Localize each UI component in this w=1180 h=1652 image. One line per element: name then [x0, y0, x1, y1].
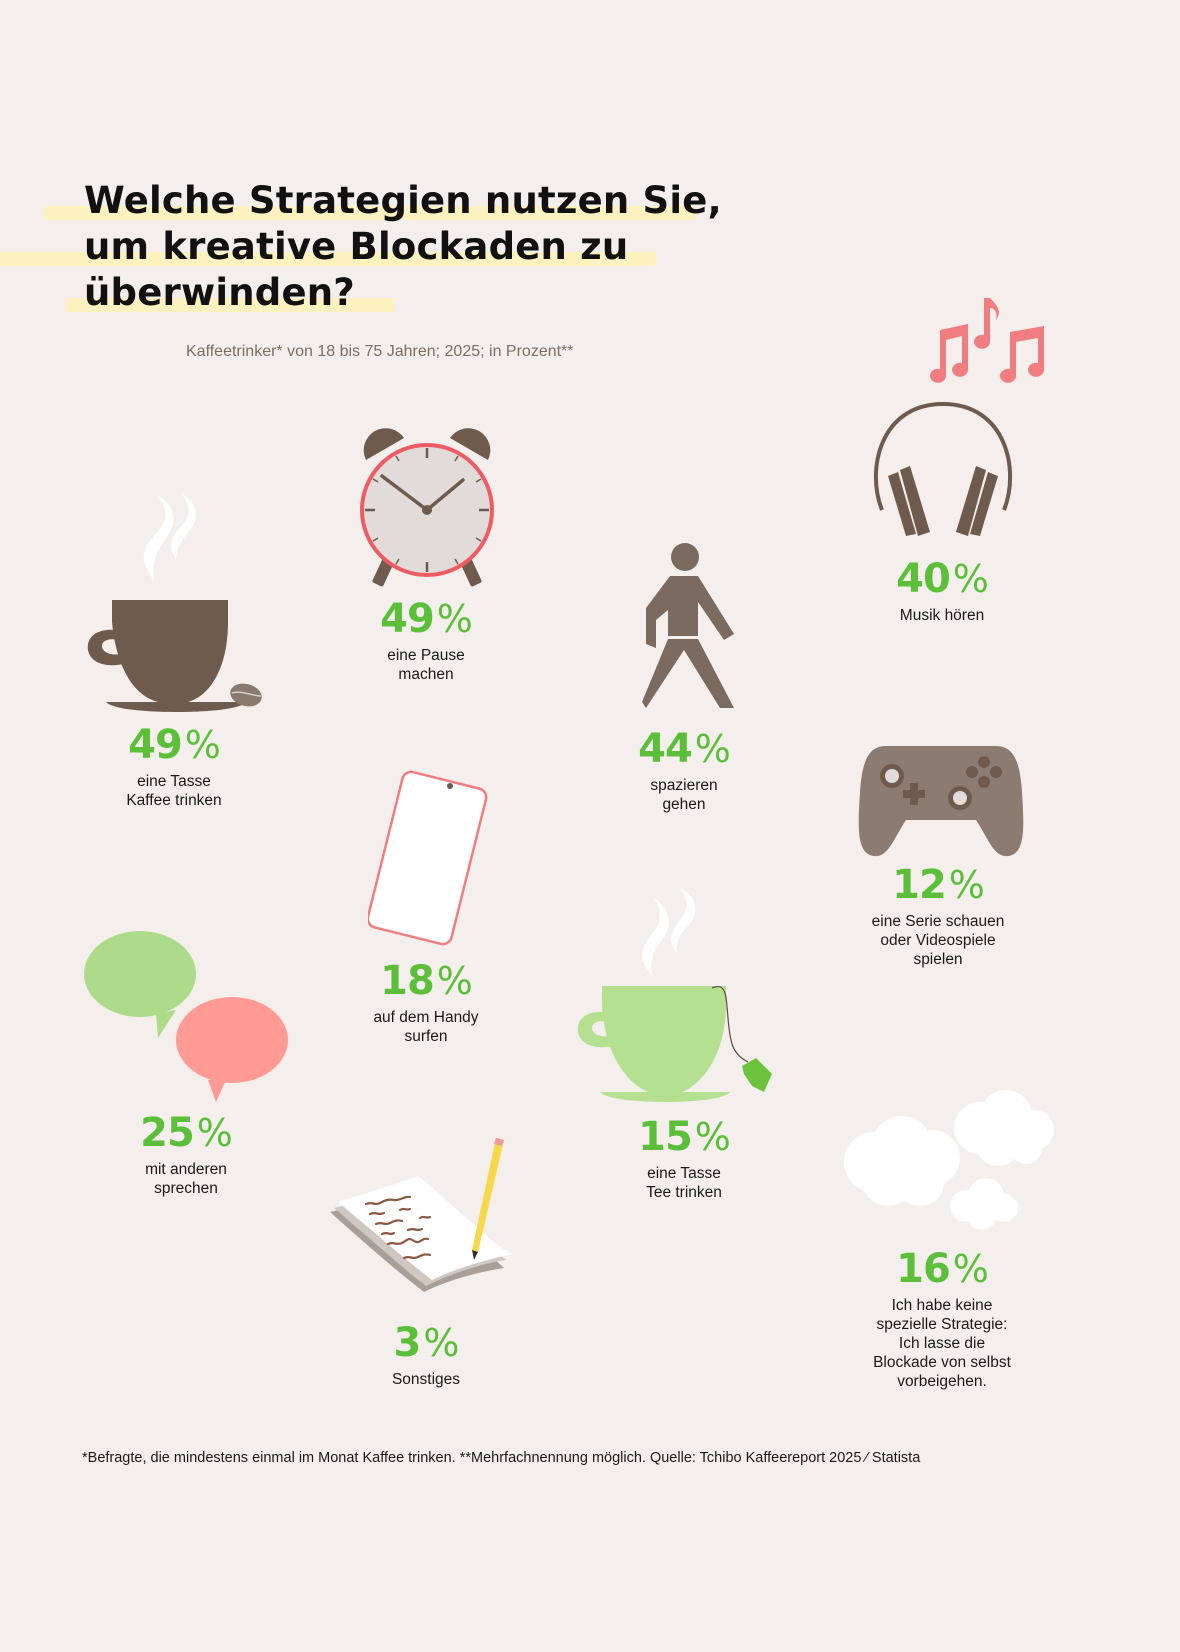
stat-label: Sonstiges	[391, 1371, 461, 1388]
stat-value: 16%	[896, 1246, 989, 1292]
stat-talk: 25% mit anderen sprechen	[76, 1110, 296, 1198]
stat-music: 40% Musik hören	[832, 556, 1052, 625]
stat-value: 49%	[380, 596, 473, 642]
clouds-icon	[844, 1090, 1054, 1230]
coffee-cup-icon	[87, 494, 262, 712]
stat-label: Musik hören	[899, 607, 985, 624]
stat-walk: 44% spazieren gehen	[574, 726, 794, 814]
stat-other: 3% Sonstiges	[316, 1320, 536, 1389]
subtitle: Kaffeetrinker* von 18 bis 75 Jahren; 202…	[186, 343, 574, 360]
stat-value: 44%	[638, 726, 731, 772]
stat-value: 12%	[892, 862, 985, 908]
stat-label: spazieren gehen	[650, 777, 718, 813]
title-highlight-2	[0, 252, 656, 266]
walking-person-icon	[642, 543, 734, 708]
stat-value: 25%	[140, 1110, 233, 1156]
stat-label: eine Pause machen	[387, 647, 465, 683]
stat-phone: 18% auf dem Handy surfen	[316, 958, 536, 1046]
stat-gaming: 12% eine Serie schauen oder Videospiele …	[828, 862, 1048, 969]
title-highlight-3	[66, 298, 394, 312]
title-line-2: um kreative Blockaden zu	[84, 225, 629, 268]
title-line-1: Welche Strategien nutzen Sie,	[84, 179, 722, 222]
stat-value: 18%	[380, 958, 473, 1004]
stat-label: Ich habe keine spezielle Strategie: Ich …	[873, 1297, 1011, 1390]
footnote-source: *Befragte, die mindestens einmal im Mona…	[82, 1450, 921, 1466]
stat-no-strategy: 16% Ich habe keine spezielle Strategie: …	[832, 1246, 1052, 1391]
title-highlight-1	[44, 206, 696, 220]
alarm-clock-icon	[360, 428, 494, 587]
stat-label: eine Serie schauen oder Videospiele spie…	[871, 913, 1005, 968]
stat-value: 15%	[638, 1114, 731, 1160]
stat-coffee: 49% eine Tasse Kaffee trinken	[64, 722, 284, 810]
stat-label: eine Tasse Tee trinken	[646, 1165, 722, 1201]
headphones-icon	[874, 401, 1012, 536]
smartphone-icon	[368, 770, 488, 946]
stat-tea: 15% eine Tasse Tee trinken	[574, 1114, 794, 1202]
notepad-pencil-icon	[330, 1138, 512, 1292]
stat-label: eine Tasse Kaffee trinken	[126, 773, 222, 809]
title-line-3: überwinden?	[84, 271, 355, 314]
tea-cup-icon	[577, 888, 772, 1102]
stat-value: 3%	[393, 1320, 460, 1366]
stat-value: 49%	[128, 722, 221, 768]
stat-value: 40%	[896, 556, 989, 602]
page-title: Welche Strategien nutzen Sie, um kreativ…	[84, 178, 722, 316]
speech-bubbles-icon	[84, 931, 288, 1102]
stat-label: auf dem Handy surfen	[373, 1009, 479, 1045]
music-notes-icon	[930, 298, 1044, 383]
stat-label: mit anderen sprechen	[145, 1161, 227, 1197]
stat-pause: 49% eine Pause machen	[316, 596, 536, 684]
gamepad-icon	[858, 746, 1024, 857]
